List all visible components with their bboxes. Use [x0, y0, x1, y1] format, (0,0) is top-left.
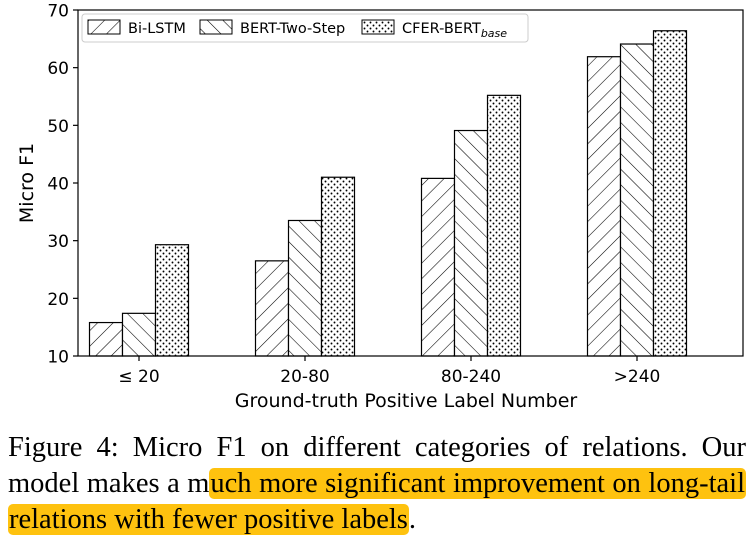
legend: Bi-LSTM BERT-Two-Step CFER-BERTbase [81, 13, 529, 43]
x-tick-label: 80-240 [441, 367, 501, 387]
x-axis-label: Ground-truth Positive Label Number [235, 390, 578, 412]
bar-1-4 [586, 56, 622, 357]
bar-3-1 [154, 244, 190, 357]
legend-swatch-1 [87, 19, 121, 35]
bar-1-2 [254, 260, 290, 357]
y-tick-label: 40 [47, 175, 69, 195]
figure-caption: Figure 4: Micro F1 on different categori… [8, 430, 746, 538]
bar-2-2 [287, 219, 323, 357]
bar-2-3 [453, 129, 489, 357]
x-tick-label: ≤ 20 [118, 367, 159, 387]
y-tick-label: 20 [47, 290, 69, 310]
y-tick-label: 70 [47, 2, 69, 22]
legend-box [81, 13, 529, 43]
caption-text: Micro F1 on different categories of rela… [8, 432, 747, 499]
x-tick-label: 20-80 [280, 367, 329, 387]
bar-2-4 [619, 43, 655, 357]
legend-swatch-3 [361, 19, 395, 35]
bar-2-1 [121, 312, 157, 357]
bar-1-3 [420, 177, 456, 357]
x-tick-label: >240 [614, 367, 661, 387]
legend-swatch-2 [199, 19, 233, 35]
bar-3-3 [486, 94, 522, 357]
caption-label: Figure 4: [8, 432, 119, 463]
plot-frame [77, 9, 744, 357]
bar-chart: 10 20 30 40 50 60 70 ≤ 20 20-80 80-240 >240 Bi-LST… [16, 2, 744, 412]
caption-end: . [408, 504, 417, 535]
y-tick-label: 50 [47, 117, 69, 137]
bar-1-1 [88, 321, 124, 357]
legend-label-2: BERT-Two-Step [240, 21, 345, 37]
legend-label-1: Bi-LSTM [128, 21, 186, 37]
bar-3-4 [652, 30, 688, 357]
bar-3-2 [320, 176, 356, 357]
y-tick-label: 30 [47, 232, 69, 252]
y-tick-label: 60 [47, 59, 69, 79]
y-axis-label: Micro F1 [16, 143, 38, 223]
y-tick-label: 10 [47, 348, 69, 368]
